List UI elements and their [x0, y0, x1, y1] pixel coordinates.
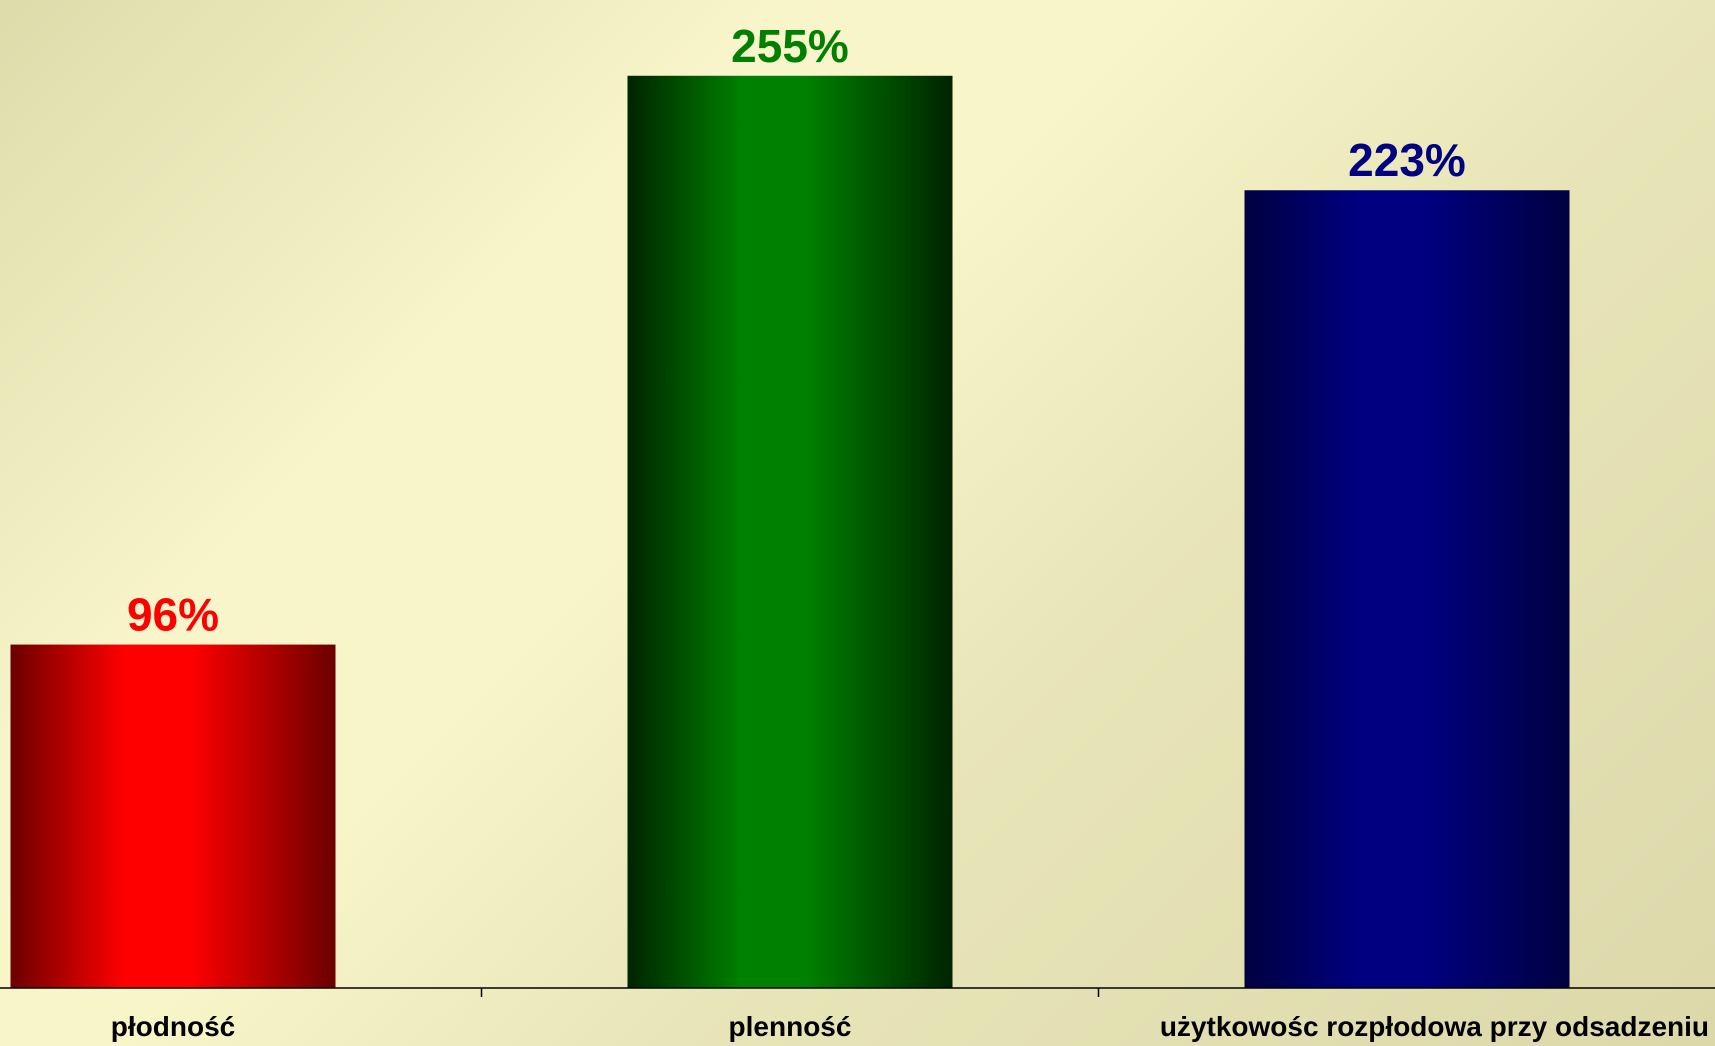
bar-2 [1244, 190, 1570, 989]
bar-0 [10, 644, 336, 988]
x-axis: płodność plenność użytkowośc rozpłodowa pr… [0, 987, 1715, 1042]
x-tick-label-1: plenność [729, 1011, 852, 1042]
x-tick-label-2: użytkowośc rozpłodowa przy odsadzeniu [1160, 1011, 1709, 1042]
x-tick-label-0: płodność [111, 1011, 235, 1042]
data-label-0: 96% [127, 589, 219, 641]
bar-1 [627, 75, 953, 989]
data-labels-layer: 96% 255% 223% [127, 20, 1466, 641]
bars-layer [10, 75, 1570, 989]
data-label-1: 255% [731, 20, 849, 72]
data-label-2: 223% [1348, 134, 1466, 186]
